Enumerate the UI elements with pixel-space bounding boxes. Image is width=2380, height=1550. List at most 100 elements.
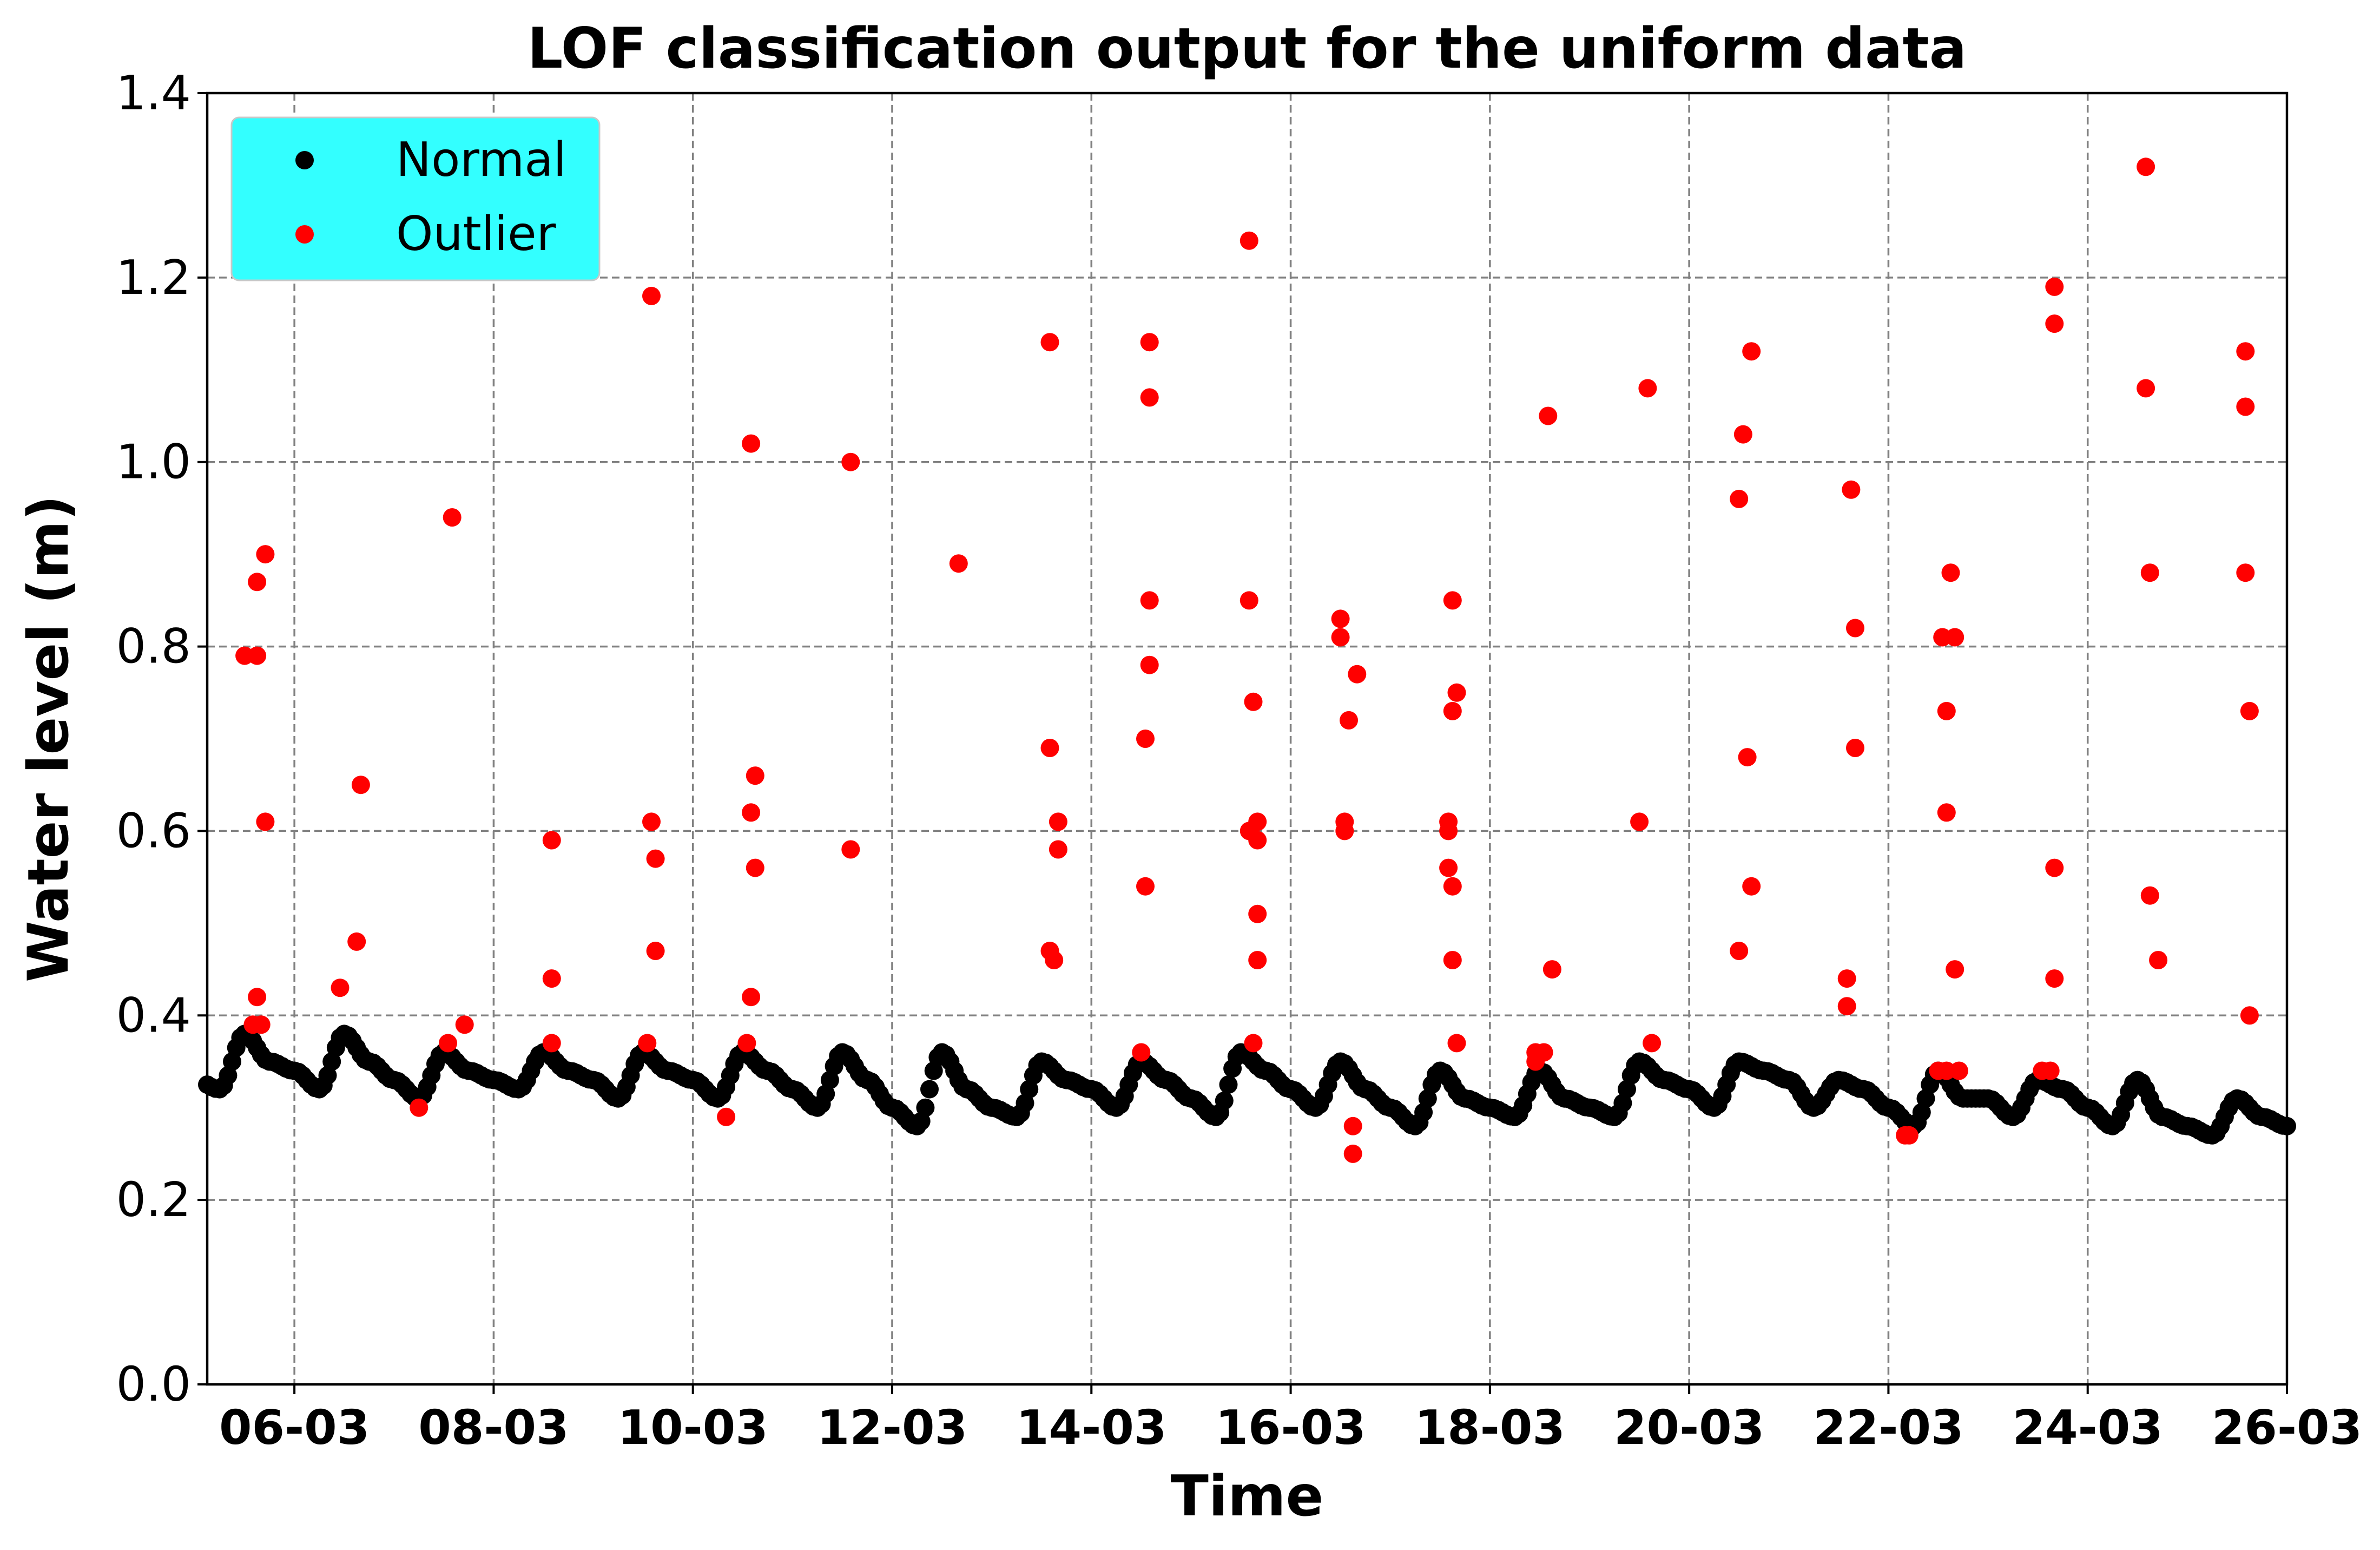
outlier-point: [2236, 563, 2255, 582]
outlier-point: [642, 812, 661, 831]
legend-normal-marker: [295, 151, 314, 169]
normal-point: [1613, 1094, 1632, 1113]
y-axis-label: Water level (m): [16, 495, 81, 982]
outlier-point: [1244, 692, 1263, 711]
outlier-point: [1937, 701, 1956, 720]
outlier-point: [1439, 858, 1458, 877]
x-tick-label: 24-03: [2013, 1400, 2163, 1455]
outlier-point: [1244, 1034, 1263, 1053]
outlier-point: [1742, 877, 1761, 896]
outlier-point: [1140, 333, 1159, 352]
legend-outlier-label: Outlier: [396, 206, 556, 261]
outlier-point: [455, 1015, 474, 1034]
outlier-point: [642, 286, 661, 305]
outlier-point: [1040, 333, 1059, 352]
outlier-point: [1949, 1061, 1968, 1080]
outlier-point: [646, 849, 665, 868]
outlier-point: [252, 1015, 271, 1034]
outlier-point: [2041, 1061, 2060, 1080]
outlier-point: [1738, 748, 1757, 767]
normal-point: [1916, 1089, 1935, 1108]
outlier-point: [347, 932, 366, 951]
outlier-point: [1335, 822, 1354, 840]
normal-point: [223, 1052, 241, 1071]
outlier-point: [2149, 951, 2168, 969]
legend-box: [230, 116, 601, 281]
outlier-point: [742, 803, 761, 822]
outlier-point: [717, 1107, 736, 1126]
x-tick-label: 10-03: [618, 1400, 768, 1455]
normal-point: [916, 1098, 935, 1117]
outlier-point: [1248, 904, 1267, 923]
x-tick-label: 26-03: [2212, 1400, 2362, 1455]
outlier-point: [542, 1034, 561, 1053]
outlier-point: [1733, 425, 1752, 444]
y-tick-label: 0.2: [116, 1172, 191, 1227]
y-tick-label: 0.4: [116, 988, 191, 1043]
outlier-point: [248, 646, 267, 665]
outlier-point: [1248, 812, 1267, 831]
outlier-point: [1248, 831, 1267, 850]
axis-ticks: 0.0 0.2 0.4 0.6 0.8 1.0 1.2 1.4 06-03 08-03 10-03 1…: [116, 65, 2362, 1455]
outlier-point: [1136, 730, 1155, 748]
outlier-point: [331, 978, 350, 997]
outlier-point: [737, 1034, 756, 1053]
normal-point: [1618, 1080, 1636, 1099]
outlier-point: [1846, 619, 1864, 638]
legend: Normal Outlier: [230, 116, 601, 281]
x-tick-label: 20-03: [1614, 1400, 1764, 1455]
outlier-point: [746, 766, 764, 785]
outlier-point: [1240, 591, 1258, 610]
outlier-point: [2045, 969, 2064, 988]
outlier-point: [2137, 157, 2155, 176]
outlier-point: [1049, 840, 1067, 859]
normal-point: [318, 1066, 337, 1085]
outlier-point: [742, 988, 761, 1007]
outlier-point: [949, 554, 968, 573]
legend-outlier-marker: [295, 225, 314, 244]
outlier-point: [841, 452, 860, 471]
outlier-point: [638, 1034, 657, 1053]
outlier-point: [1045, 951, 1064, 969]
outlier-point: [1040, 739, 1059, 757]
outlier-point: [2240, 701, 2259, 720]
outlier-point: [746, 858, 764, 877]
outlier-point: [2240, 1006, 2259, 1025]
outlier-point: [1248, 951, 1267, 969]
outlier-point: [2140, 563, 2159, 582]
outlier-point: [1140, 655, 1159, 674]
outlier-point: [1331, 609, 1350, 628]
outlier-point: [1630, 812, 1649, 831]
x-axis-label: Time: [1171, 1464, 1324, 1529]
normal-point: [219, 1066, 238, 1085]
outlier-point: [351, 776, 370, 794]
outlier-point: [1730, 489, 1749, 508]
normal-point: [1912, 1103, 1931, 1122]
outlier-point: [1643, 1034, 1662, 1053]
outlier-point: [542, 969, 561, 988]
outlier-point: [1539, 406, 1558, 425]
outlier-point: [1846, 739, 1864, 757]
outlier-point: [1439, 812, 1458, 831]
outlier-point: [248, 573, 267, 592]
outlier-point: [1049, 812, 1067, 831]
outlier-point: [410, 1098, 428, 1117]
outlier-point: [1443, 591, 1462, 610]
outlier-point: [1348, 665, 1367, 684]
outlier-point: [1240, 231, 1258, 250]
normal-point: [1215, 1091, 1234, 1110]
outlier-point: [1941, 563, 1960, 582]
outlier-point: [1447, 1034, 1466, 1053]
outlier-point: [1542, 960, 1561, 979]
outlier-point: [742, 434, 761, 453]
x-tick-label: 16-03: [1215, 1400, 1366, 1455]
outlier-point: [1837, 969, 1856, 988]
outlier-point: [256, 812, 275, 831]
outlier-point: [1343, 1144, 1362, 1163]
y-tick-label: 0.8: [116, 619, 191, 674]
outlier-series: [235, 157, 2259, 1163]
normal-point: [1219, 1075, 1238, 1094]
outlier-point: [841, 840, 860, 859]
x-tick-label: 06-03: [219, 1400, 370, 1455]
